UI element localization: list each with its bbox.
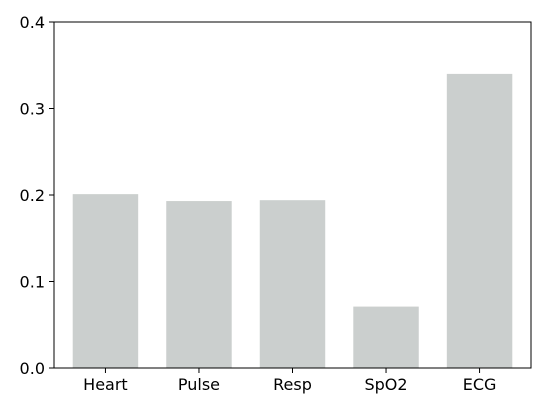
bar-spo2 — [353, 306, 419, 368]
y-tick-label: 0.3 — [20, 100, 45, 119]
y-tick-label: 0.1 — [20, 273, 45, 292]
ticks-layer: Heart Pulse Resp SpO2 ECG 0.0 0.1 0.2 0.3 0.4 — [20, 13, 497, 394]
x-tick-label: Heart — [83, 375, 128, 394]
y-tick-label: 0.2 — [20, 186, 45, 205]
bar-ecg — [446, 73, 513, 369]
bars-layer — [72, 73, 513, 369]
bar-heart — [72, 194, 139, 368]
y-tick-label: 0.4 — [20, 13, 45, 32]
y-tick-label: 0.0 — [20, 359, 45, 378]
x-tick-label: ECG — [463, 375, 497, 394]
x-tick-label: SpO2 — [364, 375, 407, 394]
bar-resp — [259, 200, 326, 368]
x-tick-label: Resp — [273, 375, 312, 394]
bar-pulse — [166, 201, 232, 368]
x-tick-label: Pulse — [178, 375, 220, 394]
